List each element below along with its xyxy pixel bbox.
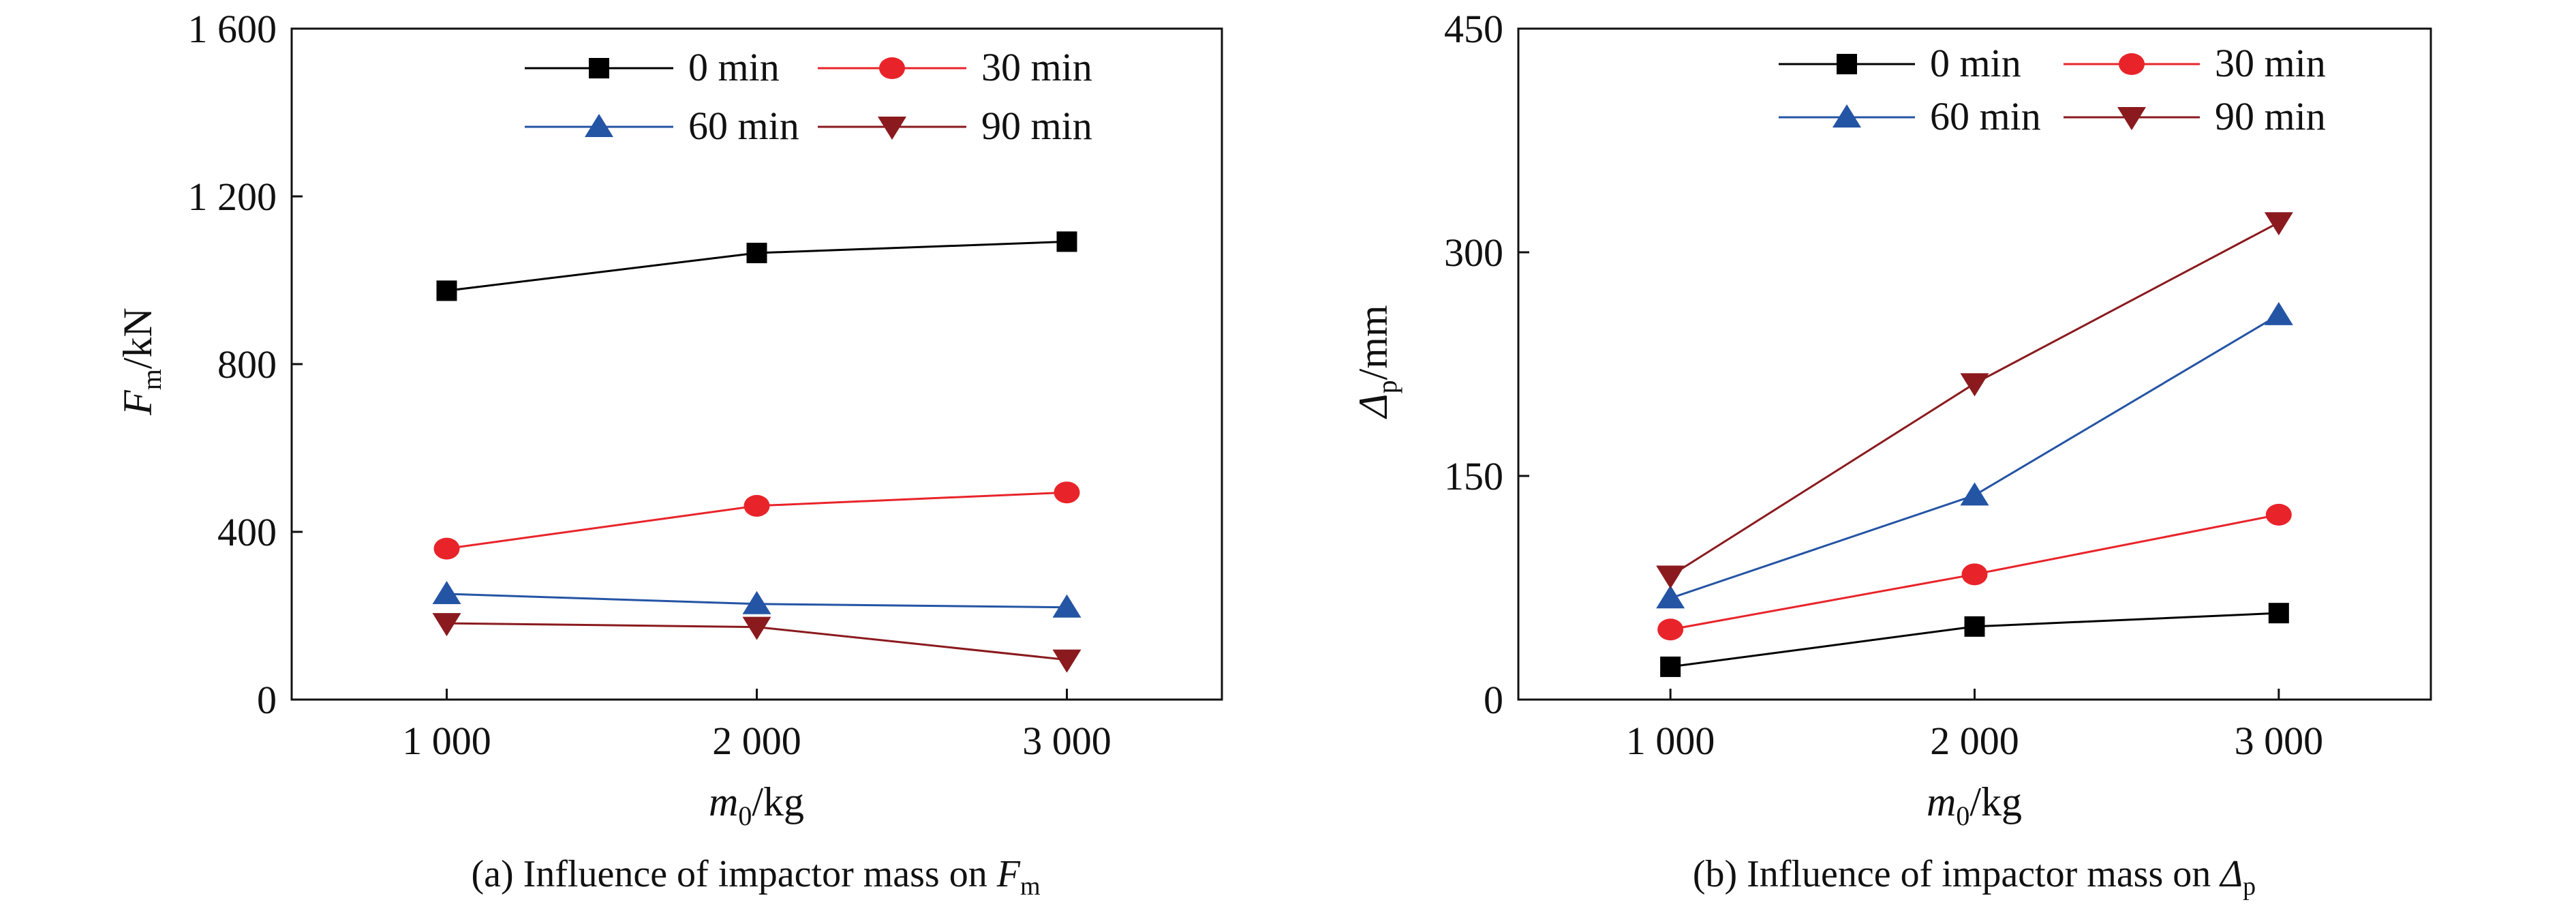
data-point: [432, 613, 461, 637]
x-axis-subscript: 0: [738, 800, 752, 831]
x-axis-title: m0/kg: [709, 779, 804, 831]
x-axis-unit: /kg: [752, 779, 804, 824]
data-point: [433, 537, 460, 560]
y-axis-unit: /kN: [115, 308, 160, 369]
data-point: [1660, 656, 1681, 677]
legend: 0 min 30 min 60 min 90 min: [1779, 41, 2326, 138]
x-tick-label: 2 000: [712, 719, 801, 763]
x-tick-label: 3 000: [2235, 719, 2324, 763]
x-tick-label: 2 000: [1930, 719, 2019, 763]
series-line: [1670, 221, 2280, 577]
chart-panel-a: 0 400 800 1 200 1 600 1 000 2 000 3 000 0 min 30 …: [115, 7, 1223, 901]
y-axis-subscript: p: [1372, 380, 1402, 393]
legend-label: 90 min: [2215, 94, 2326, 138]
legend-marker: [589, 58, 609, 78]
legend-marker: [2117, 107, 2146, 130]
y-tick-label: 1 200: [188, 175, 277, 219]
legend-marker: [1833, 104, 1861, 128]
data-point: [436, 280, 457, 301]
legend-label: 0 min: [688, 45, 780, 89]
y-tick-label: 0: [1484, 678, 1503, 722]
data-point: [2265, 503, 2292, 526]
legend-marker: [1837, 54, 1857, 74]
panel-caption: (b) Influence of impactor mass on Δp: [1693, 853, 2256, 901]
x-tick-label: 1 000: [1626, 719, 1715, 763]
series-0-min: [1660, 603, 2289, 677]
data-point: [1960, 373, 1989, 397]
series-30-min: [1657, 503, 2292, 641]
data-point: [1656, 565, 1685, 589]
y-axis-unit: /mm: [1351, 305, 1396, 380]
series-90-min: [432, 613, 1082, 673]
x-axis-symbol: m: [1927, 779, 1956, 824]
y-axis-symbol: Δ: [1351, 393, 1396, 419]
caption-subscript: p: [2243, 872, 2256, 901]
data-point: [1056, 231, 1077, 252]
y-tick-label: 800: [217, 342, 277, 387]
x-axis-subscript: 0: [1956, 800, 1969, 831]
legend-label: 90 min: [981, 104, 1092, 148]
legend-marker: [878, 117, 906, 140]
data-point: [1657, 618, 1684, 641]
series-30-min: [433, 481, 1080, 560]
legend-label: 30 min: [2215, 41, 2326, 85]
y-tick-label: 150: [1444, 454, 1503, 498]
data-point: [1054, 481, 1080, 504]
caption-text: (b) Influence of impactor mass on: [1693, 853, 2220, 895]
legend: 0 min 30 min 60 min 90 min: [525, 45, 1092, 148]
legend-label: 30 min: [981, 45, 1092, 89]
data-point: [1964, 616, 1985, 637]
series-90-min: [1656, 212, 2293, 589]
legend-label: 60 min: [688, 104, 799, 148]
data-point: [432, 581, 461, 605]
data-point: [1052, 594, 1082, 618]
x-tick-label: 1 000: [402, 719, 491, 763]
caption-subscript: m: [1020, 872, 1041, 901]
chart-panel-b: 0 150 300 450 1 000 2 000 3 000 0 min 30 min 60 m…: [1351, 7, 2432, 901]
legend-label: 0 min: [1930, 41, 2021, 85]
y-tick-label: 300: [1444, 230, 1503, 275]
data-point: [743, 494, 770, 517]
panel-caption: (a) Influence of impactor mass on Fm: [471, 853, 1040, 901]
y-axis-symbol: F: [115, 389, 160, 416]
data-point: [1656, 585, 1685, 609]
data-point: [2268, 603, 2289, 624]
caption-symbol: Δ: [2219, 853, 2243, 895]
data-point: [1961, 563, 1988, 586]
y-tick-label: 0: [257, 678, 277, 722]
x-tick-label: 3 000: [1022, 719, 1111, 763]
data-point: [742, 616, 771, 640]
y-axis-subscript: m: [136, 369, 167, 390]
y-tick-label: 450: [1444, 7, 1503, 51]
x-axis-symbol: m: [709, 779, 738, 824]
data-point: [2264, 301, 2293, 325]
x-axis-title: m0/kg: [1927, 779, 2022, 831]
caption-text: (a) Influence of impactor mass on: [471, 853, 996, 895]
caption-symbol: F: [996, 853, 1021, 895]
series-0-min: [436, 231, 1077, 301]
series-60-min: [432, 581, 1082, 618]
legend-marker: [879, 57, 905, 79]
y-tick-label: 400: [217, 510, 277, 554]
data-point: [742, 590, 771, 614]
y-tick-label: 1 600: [188, 7, 277, 51]
legend-label: 60 min: [1930, 94, 2041, 138]
y-axis-title: Fm/kN: [115, 308, 167, 416]
series-60-min: [1656, 301, 2293, 609]
series-line: [1670, 314, 2280, 599]
legend-marker: [585, 114, 613, 137]
data-point: [1052, 649, 1082, 673]
x-axis-unit: /kg: [1969, 779, 2022, 824]
legend-marker: [2119, 53, 2145, 75]
data-point: [746, 243, 767, 264]
data-point: [1960, 482, 1989, 506]
y-axis-title: Δp/mm: [1351, 305, 1402, 419]
data-point: [2264, 212, 2293, 236]
